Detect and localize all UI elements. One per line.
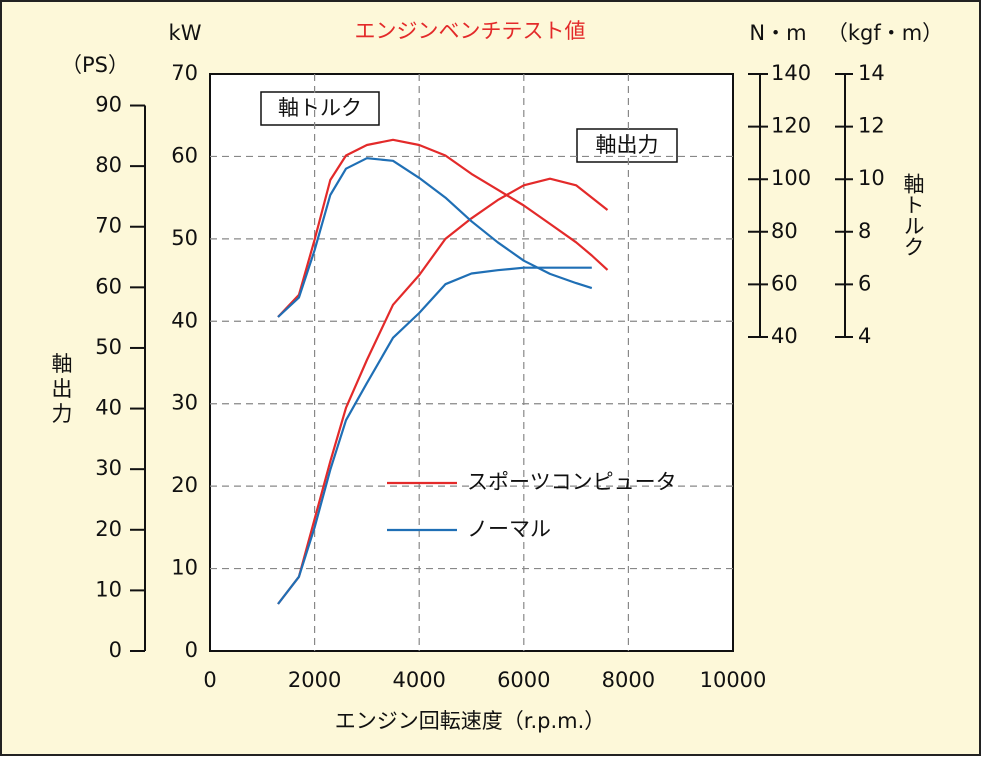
y2-axis-label: 軸トルク xyxy=(901,173,925,257)
x-tick-label: 8000 xyxy=(602,668,655,692)
y2-tick-label: 40 xyxy=(771,324,798,348)
kgf-tick-label: 4 xyxy=(858,324,871,348)
ps-unit: （PS） xyxy=(61,53,129,77)
ps-tick-label: 20 xyxy=(95,517,122,541)
y2-tick-label: 120 xyxy=(771,114,811,138)
torque-line xyxy=(277,157,593,318)
x-tick-label: 6000 xyxy=(497,668,550,692)
y-tick-label: 60 xyxy=(171,143,198,167)
torque-line xyxy=(277,138,609,318)
kgf-tick-label: 12 xyxy=(858,114,885,138)
y-unit: kW xyxy=(169,21,202,45)
y-tick-label: 40 xyxy=(171,308,198,332)
ps-tick-label: 30 xyxy=(95,456,122,480)
x-axis-label: エンジン回転速度（r.p.m.） xyxy=(335,709,606,733)
annotation-box xyxy=(260,91,380,126)
x-tick-label: 0 xyxy=(203,668,216,692)
ps-tick-label: 60 xyxy=(95,274,122,298)
plot-area xyxy=(209,73,734,652)
kgf-tick-label: 14 xyxy=(858,61,885,85)
kgf-tick-label: 6 xyxy=(858,271,871,295)
chart-title: エンジンベンチテスト値 xyxy=(355,19,586,43)
y-tick-label: 30 xyxy=(171,391,198,415)
y2-tick-label: 100 xyxy=(771,166,811,190)
power-line xyxy=(277,266,592,605)
ps-tick-label: 50 xyxy=(95,335,122,359)
kgf-tick-label: 8 xyxy=(858,219,871,243)
legend-label: ノーマル xyxy=(467,517,551,541)
kgf-tick-label: 10 xyxy=(858,166,885,190)
x-tick-label: 10000 xyxy=(700,668,767,692)
power-line xyxy=(277,177,609,605)
ps-tick-label: 0 xyxy=(109,638,122,662)
annotation: 軸トルク xyxy=(278,96,362,120)
y-tick-label: 20 xyxy=(171,473,198,497)
y-tick-label: 70 xyxy=(171,61,198,85)
y-tick-label: 10 xyxy=(171,556,198,580)
ps-tick-label: 10 xyxy=(95,577,122,601)
y2-tick-label: 140 xyxy=(771,61,811,85)
y-axis-label: 軸出力 xyxy=(49,353,73,428)
y-tick-label: 0 xyxy=(185,638,198,662)
kgf-unit: （kgf・m） xyxy=(827,21,943,45)
y2-tick-label: 80 xyxy=(771,219,798,243)
y-tick-label: 50 xyxy=(171,226,198,250)
annotation: 軸出力 xyxy=(596,133,659,157)
x-tick-label: 2000 xyxy=(288,668,341,692)
x-tick-label: 4000 xyxy=(392,668,445,692)
ps-tick-label: 70 xyxy=(95,214,122,238)
y2-tick-label: 60 xyxy=(771,271,798,295)
y2-unit: N・m xyxy=(749,21,806,45)
ps-tick-label: 40 xyxy=(95,396,122,420)
legend-label: スポーツコンピュータ xyxy=(467,470,677,494)
ps-tick-label: 80 xyxy=(95,153,122,177)
ps-tick-label: 90 xyxy=(95,93,122,117)
